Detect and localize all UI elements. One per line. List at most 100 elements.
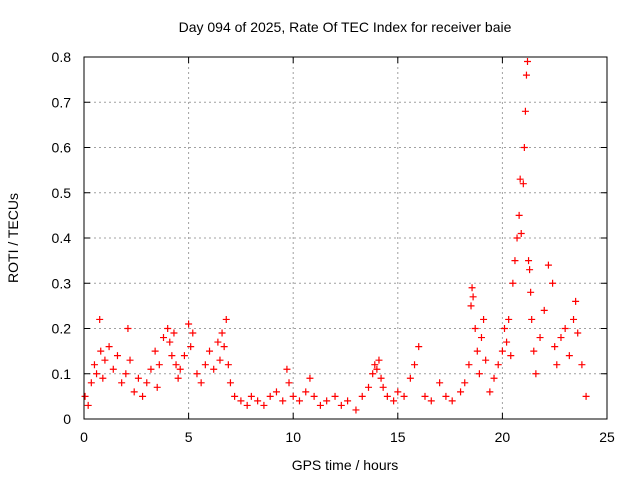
data-point bbox=[551, 343, 559, 351]
y-tick-label: 0 bbox=[63, 411, 71, 427]
data-point bbox=[81, 392, 89, 400]
data-point bbox=[285, 379, 293, 387]
y-tick-label: 0.2 bbox=[52, 321, 72, 337]
data-point bbox=[530, 347, 538, 355]
data-point bbox=[151, 347, 159, 355]
data-point bbox=[544, 261, 552, 269]
data-point bbox=[279, 397, 287, 405]
x-tick-label: 0 bbox=[80, 429, 88, 445]
data-point bbox=[168, 352, 176, 360]
data-point bbox=[122, 370, 130, 378]
data-point bbox=[84, 401, 92, 409]
data-point bbox=[582, 392, 590, 400]
data-point bbox=[164, 325, 172, 332]
data-point bbox=[522, 71, 530, 79]
data-point bbox=[503, 338, 511, 346]
data-point bbox=[224, 361, 232, 369]
data-point bbox=[516, 175, 524, 183]
y-tick-label: 0.1 bbox=[52, 366, 72, 382]
data-point bbox=[375, 356, 383, 364]
data-point bbox=[272, 388, 280, 396]
data-point bbox=[147, 365, 155, 373]
data-point bbox=[473, 347, 481, 355]
y-tick-label: 0.7 bbox=[52, 94, 72, 110]
data-point bbox=[517, 229, 525, 237]
data-point bbox=[185, 320, 193, 328]
data-point bbox=[578, 361, 586, 369]
data-point bbox=[134, 374, 142, 382]
x-axis-ticks: 0 5 10 15 20 25 bbox=[80, 57, 615, 445]
x-tick-label: 10 bbox=[285, 429, 301, 445]
data-point bbox=[500, 325, 508, 332]
data-point bbox=[99, 374, 107, 382]
data-point bbox=[490, 374, 498, 382]
data-point bbox=[101, 356, 109, 364]
data-point bbox=[390, 397, 398, 405]
data-point bbox=[358, 392, 366, 400]
data-point bbox=[526, 266, 534, 274]
data-point bbox=[400, 392, 408, 400]
data-point bbox=[310, 392, 318, 400]
data-point bbox=[532, 370, 540, 378]
data-point bbox=[572, 297, 580, 305]
data-point bbox=[113, 352, 121, 360]
data-point bbox=[520, 144, 528, 151]
data-point bbox=[189, 329, 197, 337]
data-point bbox=[373, 365, 381, 373]
data-point bbox=[266, 392, 274, 400]
data-point bbox=[553, 361, 561, 369]
data-point bbox=[176, 365, 184, 373]
y-tick-label: 0.5 bbox=[52, 185, 72, 201]
data-point bbox=[528, 315, 536, 323]
data-point bbox=[457, 388, 465, 396]
data-points bbox=[81, 58, 590, 414]
data-point bbox=[231, 392, 239, 400]
data-point bbox=[461, 379, 469, 387]
data-point bbox=[394, 388, 402, 396]
data-point bbox=[159, 334, 167, 342]
data-point bbox=[505, 315, 513, 323]
data-point bbox=[170, 329, 178, 337]
data-point bbox=[97, 347, 105, 355]
y-tick-label: 0.3 bbox=[52, 275, 72, 291]
data-point bbox=[524, 58, 532, 66]
data-point bbox=[306, 374, 314, 382]
data-point bbox=[337, 401, 345, 409]
data-point bbox=[237, 397, 245, 405]
data-point bbox=[565, 352, 573, 360]
data-point bbox=[243, 401, 251, 409]
x-axis-label: GPS time / hours bbox=[292, 457, 399, 473]
data-point bbox=[406, 374, 414, 382]
data-point bbox=[105, 343, 113, 351]
data-point bbox=[260, 401, 268, 409]
data-point bbox=[206, 347, 214, 355]
data-point bbox=[174, 374, 182, 382]
data-point bbox=[166, 338, 174, 346]
data-point bbox=[295, 397, 303, 405]
data-point bbox=[570, 315, 578, 323]
data-point bbox=[549, 279, 557, 287]
data-point bbox=[436, 379, 444, 387]
x-tick-label: 5 bbox=[185, 429, 193, 445]
data-point bbox=[153, 383, 161, 391]
y-tick-label: 0.8 bbox=[52, 49, 72, 65]
data-point bbox=[540, 306, 548, 314]
y-tick-label: 0.4 bbox=[52, 230, 72, 246]
data-point bbox=[96, 315, 104, 323]
data-point bbox=[383, 392, 391, 400]
data-point bbox=[561, 325, 569, 332]
data-point bbox=[411, 361, 419, 369]
data-point bbox=[197, 379, 205, 387]
data-point bbox=[323, 397, 331, 405]
data-point bbox=[187, 343, 195, 351]
y-axis-ticks: 0 0.1 0.2 0.3 0.4 0.5 0.6 0.7 0.8 bbox=[52, 49, 607, 427]
x-tick-label: 15 bbox=[390, 429, 406, 445]
data-point bbox=[126, 356, 134, 364]
data-point bbox=[525, 257, 533, 265]
y-axis-label: ROTI / TECUs bbox=[5, 193, 21, 283]
y-tick-label: 0.6 bbox=[52, 140, 72, 156]
data-point bbox=[289, 392, 297, 400]
data-point bbox=[90, 361, 98, 369]
data-point bbox=[557, 334, 565, 342]
data-point bbox=[475, 370, 483, 378]
